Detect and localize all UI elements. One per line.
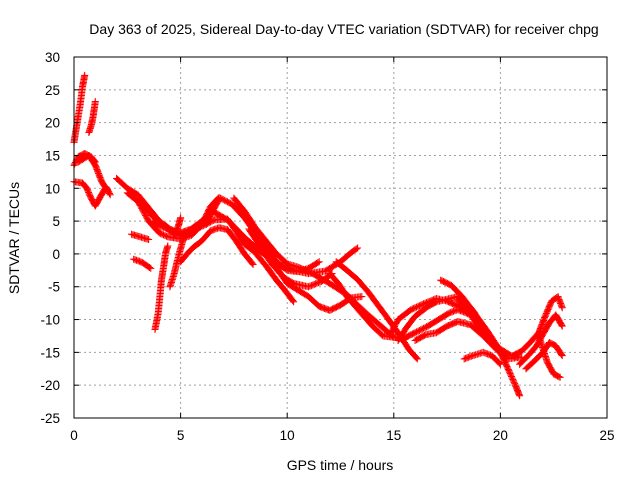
y-tick-label: 0 xyxy=(52,247,60,262)
data-points xyxy=(70,71,566,400)
plus-markers xyxy=(326,270,398,341)
x-tick-label: 15 xyxy=(386,428,401,443)
series-track-11 xyxy=(128,230,153,243)
y-tick-label: 20 xyxy=(45,116,60,131)
series-track-13 xyxy=(151,242,172,333)
plus-markers xyxy=(535,332,564,381)
plus-markers xyxy=(130,255,155,272)
x-axis-label: GPS time / hours xyxy=(287,457,394,473)
series-track-29 xyxy=(460,348,504,368)
series-track-05 xyxy=(74,152,112,196)
series-track-04 xyxy=(70,178,114,210)
y-tick-label: -10 xyxy=(40,313,60,328)
plus-markers xyxy=(509,293,566,360)
y-tick-label: -20 xyxy=(40,378,60,393)
y-tick-label: 25 xyxy=(45,83,60,98)
series-track-17 xyxy=(202,195,223,228)
series-track-33 xyxy=(535,332,564,381)
y-tick-label: -25 xyxy=(40,411,60,426)
y-tick-label: 10 xyxy=(45,181,60,196)
x-tick-label: 10 xyxy=(280,428,295,443)
plus-markers xyxy=(166,234,188,291)
y-tick-label: 5 xyxy=(52,214,60,229)
plus-markers xyxy=(170,214,185,238)
y-tick-label: -5 xyxy=(48,280,60,295)
y-tick-label: 30 xyxy=(45,50,60,65)
x-tick-label: 5 xyxy=(177,428,185,443)
series-track-16 xyxy=(177,224,257,268)
y-axis-label: SDTVAR / TECUs xyxy=(6,182,22,294)
y-tick-label: 15 xyxy=(45,148,60,163)
plot-frame xyxy=(73,56,608,419)
x-tick-label: 0 xyxy=(70,428,78,443)
x-tick-label: 20 xyxy=(493,428,508,443)
plus-markers xyxy=(202,195,223,228)
grid-lines xyxy=(74,57,607,418)
series-track-28 xyxy=(454,296,526,362)
series-track-01 xyxy=(70,71,89,146)
plus-markers xyxy=(74,152,112,196)
plus-markers xyxy=(460,348,504,368)
series-track-14 xyxy=(166,234,188,291)
series-track-02 xyxy=(85,98,99,136)
chart-title: Day 363 of 2025, Sidereal Day-to-day VTE… xyxy=(89,21,598,37)
plus-markers xyxy=(454,296,526,362)
y-axis: 30 25 20 15 10 5 0 -5 -10 -15 -20 -25 xyxy=(40,50,607,426)
series-track-12 xyxy=(130,255,155,272)
series-track-22 xyxy=(326,270,398,341)
plus-markers xyxy=(85,98,99,136)
plus-markers xyxy=(177,224,257,268)
x-tick-label: 25 xyxy=(599,428,614,443)
plus-markers xyxy=(151,242,172,333)
plus-markers xyxy=(70,71,89,146)
plus-markers xyxy=(70,178,114,210)
x-axis: 0 5 10 15 20 25 xyxy=(70,57,615,443)
series-track-15 xyxy=(170,214,185,238)
series-track-30 xyxy=(509,293,566,360)
y-tick-label: -15 xyxy=(40,345,60,360)
plus-markers xyxy=(128,230,153,243)
